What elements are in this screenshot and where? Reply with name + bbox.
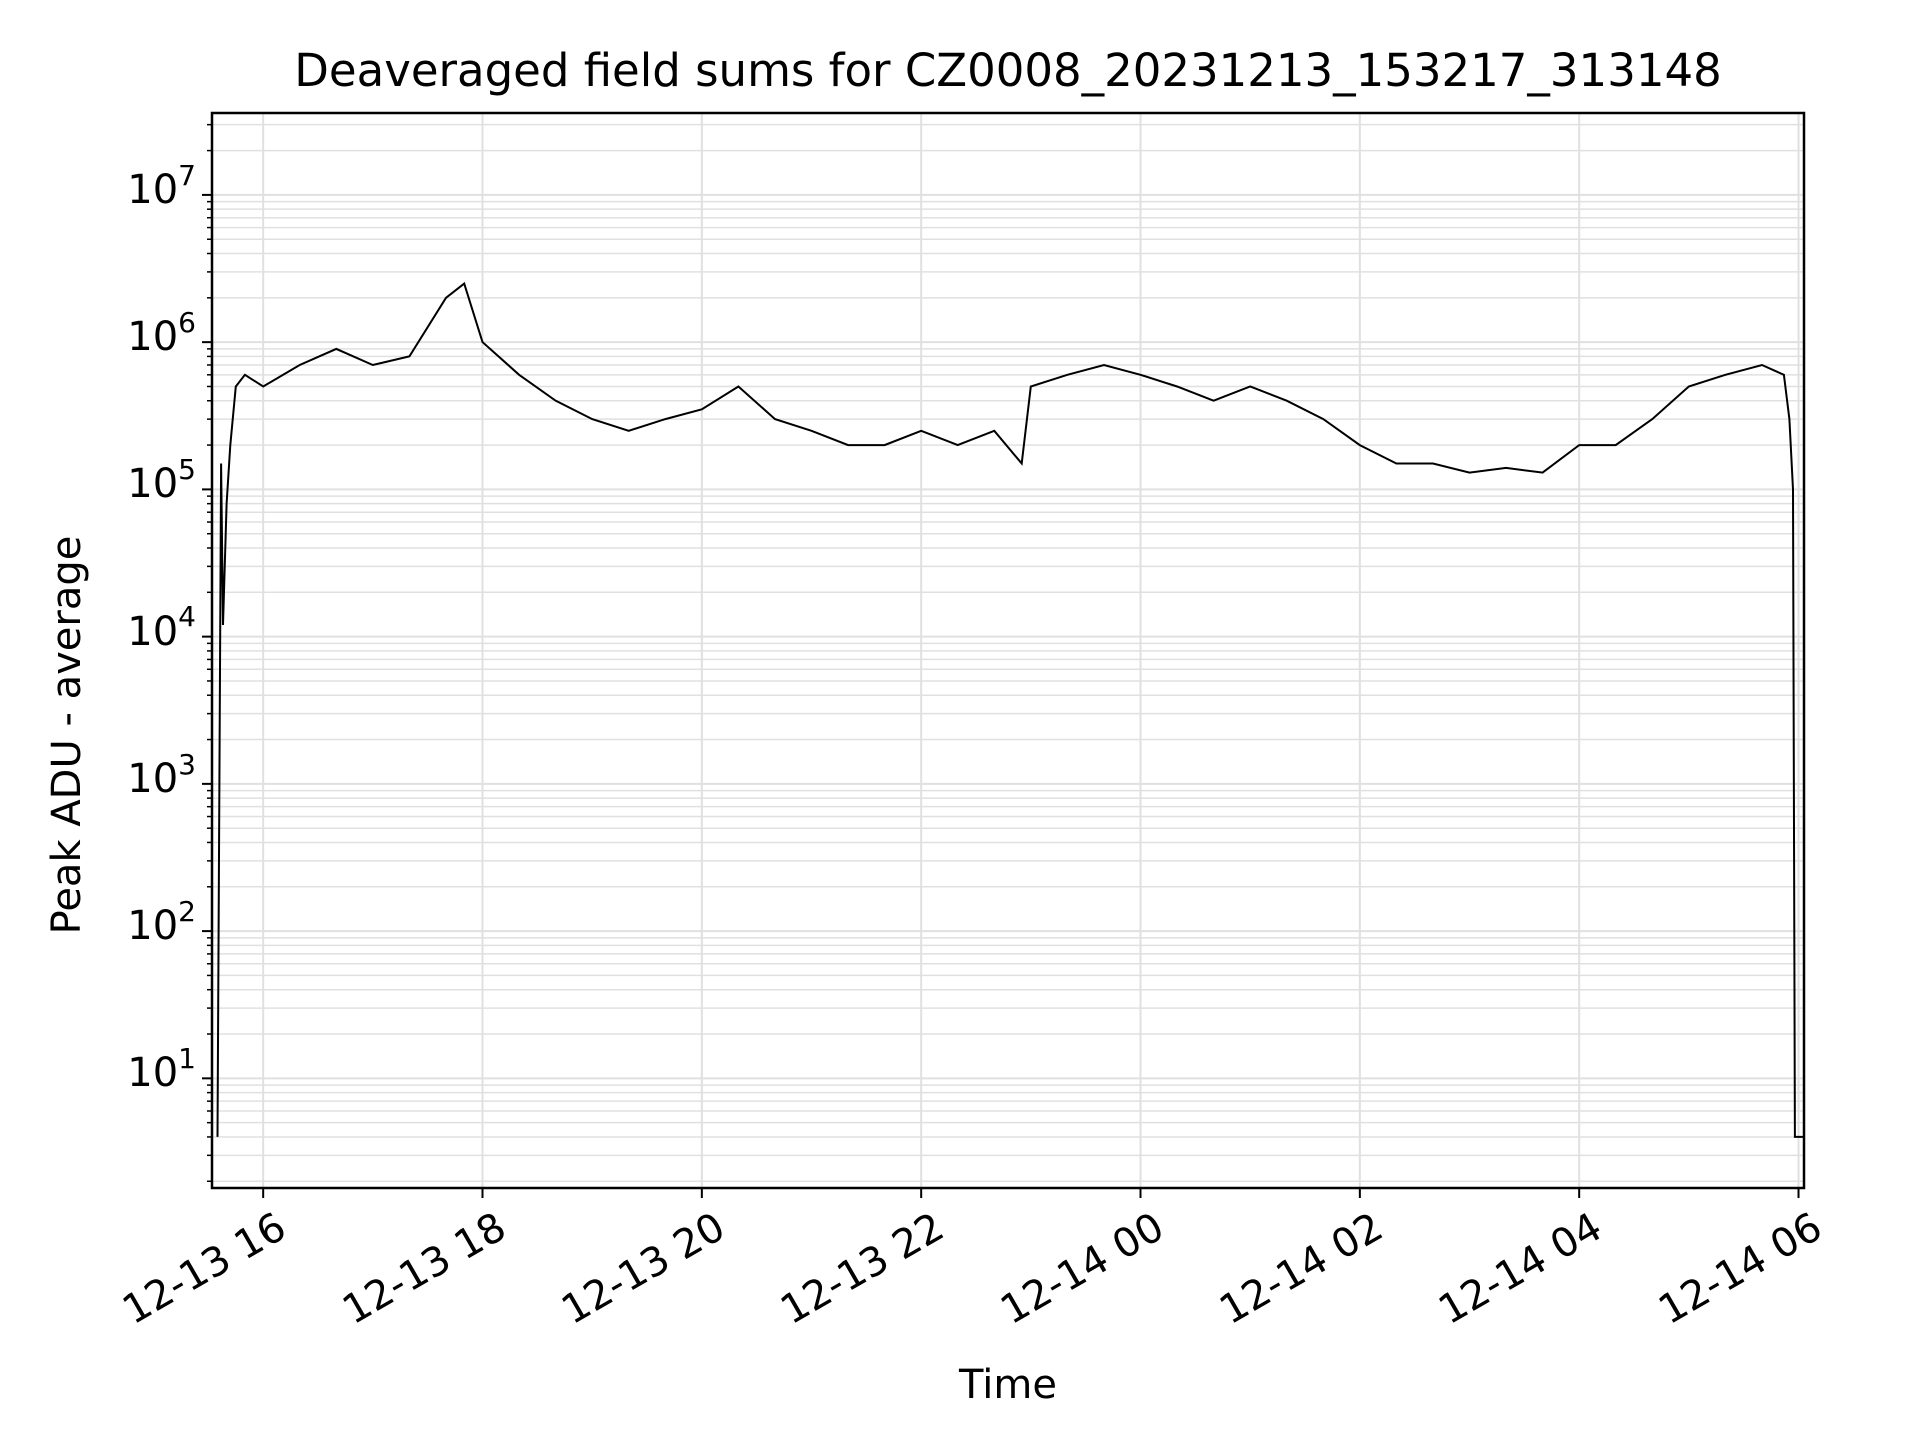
y-tick-base: 10 xyxy=(127,755,179,802)
y-tick-base: 10 xyxy=(127,166,179,213)
y-tick-base: 10 xyxy=(127,903,179,950)
y-tick-label: 104 xyxy=(66,603,196,655)
x-axis-label: Time xyxy=(959,1362,1057,1408)
tick-layer xyxy=(202,123,1800,1198)
y-tick-label: 101 xyxy=(66,1045,196,1097)
y-tick-exponent: 1 xyxy=(178,1042,196,1076)
grid-layer xyxy=(212,113,1804,1188)
y-tick-base: 10 xyxy=(127,314,179,361)
y-tick-exponent: 6 xyxy=(178,305,196,339)
y-tick-label: 107 xyxy=(66,161,196,213)
y-tick-label: 105 xyxy=(66,456,196,508)
data-layer xyxy=(216,281,1804,1138)
chart-title: Deaveraged field sums for CZ0008_2023121… xyxy=(294,44,1722,97)
y-tick-exponent: 2 xyxy=(178,894,196,928)
y-tick-base: 10 xyxy=(127,608,179,655)
y-tick-label: 103 xyxy=(66,750,196,802)
y-axis-label: Peak ADU - average xyxy=(44,535,90,935)
y-tick-exponent: 3 xyxy=(178,747,196,781)
y-tick-base: 10 xyxy=(127,461,179,508)
y-tick-exponent: 5 xyxy=(178,453,196,487)
y-tick-exponent: 7 xyxy=(178,158,196,192)
y-tick-label: 106 xyxy=(66,308,196,361)
y-tick-exponent: 4 xyxy=(178,600,196,634)
y-tick-base: 10 xyxy=(127,1050,179,1097)
y-tick-label: 102 xyxy=(66,897,196,950)
plot-frame xyxy=(210,111,1806,1190)
series-line-0 xyxy=(216,281,1804,1138)
